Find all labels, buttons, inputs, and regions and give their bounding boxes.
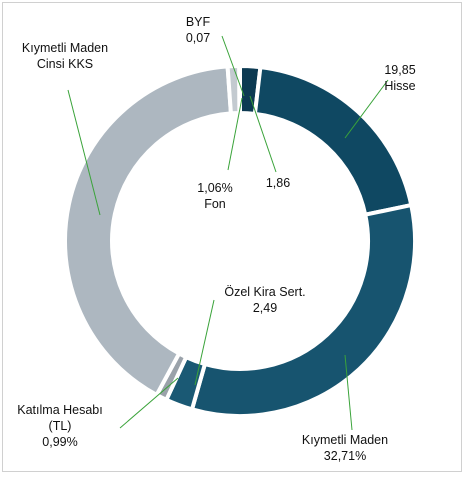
data-label: 19,85 Hisse — [335, 62, 465, 94]
slice — [189, 202, 417, 418]
leader-line — [119, 377, 179, 429]
value-label: 19,85 — [384, 63, 416, 77]
value-label: 1,86 — [265, 176, 291, 190]
leader-line — [194, 299, 215, 386]
data-label: BYF 0,07 — [133, 14, 263, 46]
category-name: Kıymetli Maden — [301, 433, 389, 447]
value-label: 0,07 — [185, 31, 211, 45]
data-label: Kıymetli Maden Cinsi KKS — [0, 40, 130, 72]
category-name: Özel Kira Sert. — [224, 285, 306, 299]
value-label: 1,06% — [197, 181, 233, 195]
category-name: Kıymetli Maden Cinsi KKS — [21, 41, 109, 71]
data-label: 1,06% Fon — [150, 180, 280, 212]
data-label: 1,86 — [213, 175, 343, 191]
frame — [2, 2, 462, 472]
leader-line — [67, 89, 101, 216]
value-label: 0,99% — [42, 435, 78, 449]
value-label: 2,49 — [252, 301, 278, 315]
category-name: BYF — [185, 15, 211, 29]
slice — [63, 64, 234, 398]
data-label: Katılma Hesabı (TL) 0,99% — [0, 402, 125, 450]
leader-line — [249, 95, 277, 173]
value-label: 32,71% — [323, 449, 367, 463]
category-name: Hisse — [384, 79, 416, 93]
slice — [237, 63, 242, 116]
category-name: Fon — [204, 197, 226, 211]
leader-line — [344, 354, 353, 431]
leader-line — [227, 97, 243, 171]
leader-line — [344, 79, 389, 139]
data-label: Kıymetli Maden 32,71% — [280, 432, 410, 464]
data-label: Özel Kira Sert. 2,49 — [200, 284, 330, 316]
category-name: Katılma Hesabı (TL) — [17, 403, 103, 433]
leader-line — [221, 35, 245, 97]
